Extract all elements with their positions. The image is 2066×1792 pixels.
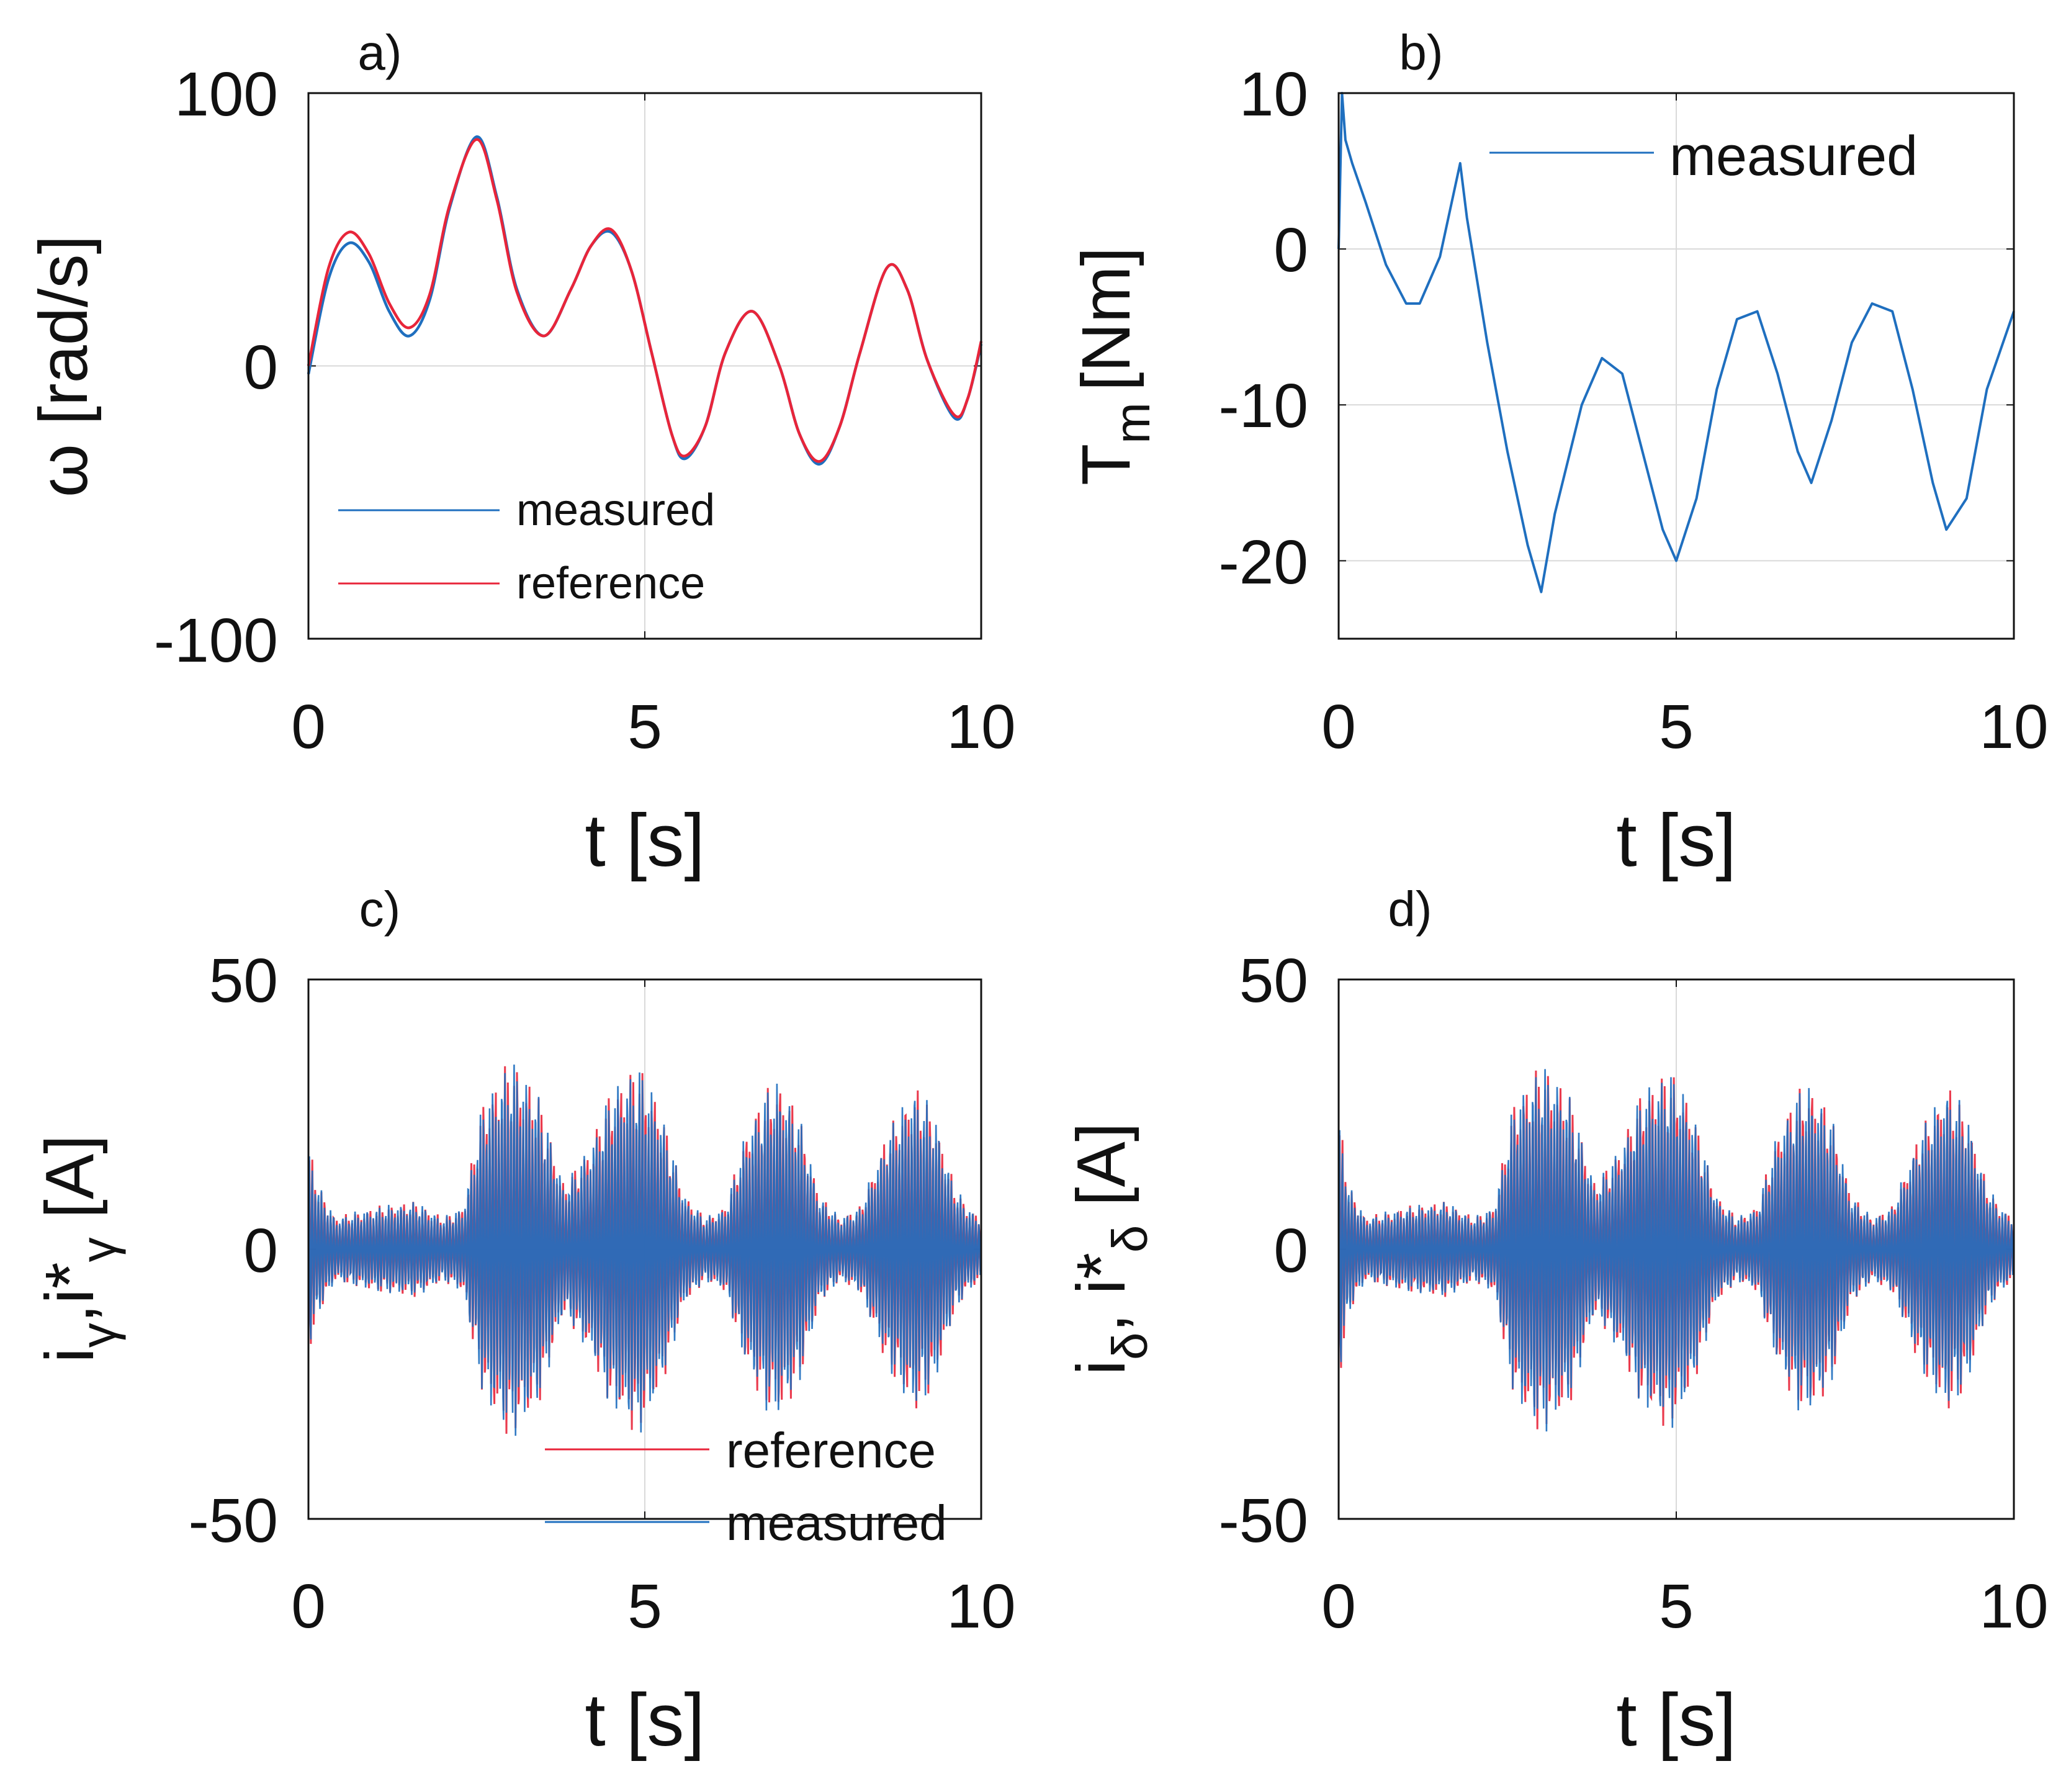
- panel-c-legend-label-measured: measured: [726, 1495, 947, 1551]
- panel-d-xtick-label-0: 0: [1321, 1572, 1356, 1641]
- panel-c-axes-box: [307, 978, 982, 1520]
- panel-a-ytick-label-0: 0: [243, 333, 278, 402]
- panel-c-xtick-label-0: 0: [291, 1572, 326, 1641]
- panel-c-xlabel: t [s]: [585, 1678, 704, 1762]
- panel-c-ylabel-istar: ,i*: [32, 1262, 108, 1323]
- panel-d-label: d): [1388, 881, 1432, 937]
- panel-c-series-measured: [307, 1065, 982, 1436]
- panel-a-axes-box: [307, 92, 982, 640]
- panel-d-ylabel-sub2: δ: [1102, 1225, 1157, 1253]
- panel-c-legend: reference measured: [545, 1423, 947, 1551]
- panel-c-ylabel-sub2: γ: [71, 1237, 126, 1262]
- panel-b-ytick-label-10: 10: [1239, 60, 1308, 129]
- panel-c-ytick-label-neg50: -50: [188, 1486, 278, 1556]
- panel-b-legend: measured: [1489, 125, 1918, 187]
- panel-a-legend: measured reference: [338, 485, 715, 608]
- panel-b-xtick-label-10: 10: [1979, 692, 2048, 762]
- panel-a-label: a): [357, 25, 402, 80]
- panel-d-xtick-label-5: 5: [1659, 1572, 1694, 1641]
- panel-b-xtick-label-5: 5: [1659, 692, 1694, 762]
- panel-a-xlabel: t [s]: [585, 799, 704, 882]
- panel-b-plot-area: [1337, 92, 2015, 593]
- panel-a-legend-label-measured: measured: [516, 485, 715, 535]
- panel-b-axes-box: [1337, 92, 2015, 640]
- panel-a-ylabel: ω [rad/s]: [25, 235, 102, 497]
- panel-c-label: c): [359, 881, 401, 937]
- panel-b-series-measured: [1337, 92, 2015, 593]
- panel-b-ytick-label-0: 0: [1273, 215, 1308, 285]
- panel-d-ylabel-istar: , i*: [1063, 1253, 1139, 1332]
- panel-a-xtick-label-10: 10: [946, 692, 1015, 762]
- panel-c-ylabel-sub1: γ: [71, 1323, 126, 1348]
- panel-b-ylabel-main: T: [1068, 444, 1144, 485]
- panel-d-ytick-label-50: 50: [1239, 946, 1308, 1015]
- panel-b-xlabel: t [s]: [1616, 799, 1736, 882]
- panel-c-plot-area: [307, 1065, 982, 1436]
- panel-a-plot-area: [307, 135, 983, 466]
- panel-d-xtick-label-10: 10: [1979, 1572, 2048, 1641]
- panel-b: b) 10 0 -10 -20 0 5 10 t [s] Tm [Nm] meas…: [1068, 25, 2049, 882]
- panel-c: c) 50 0 -50 0 5 10 t [s] iγ,i*γ [A] refe…: [32, 881, 1016, 1762]
- panel-d-axes-box: [1337, 978, 2015, 1520]
- panel-c-ytick-label-0: 0: [243, 1216, 278, 1285]
- panel-b-ytick-label-neg20: -20: [1218, 528, 1308, 597]
- panel-b-xtick-label-0: 0: [1321, 692, 1356, 762]
- panel-d-ylabel: iδ, i*δ [A]: [1063, 1123, 1157, 1376]
- panel-a: a) 100 0 -100 0 5 10 t [s] ω [rad/s] mea…: [25, 25, 1016, 882]
- panel-d-series-measured: [1337, 1069, 2015, 1432]
- panel-c-xtick-label-5: 5: [627, 1572, 662, 1641]
- panel-d-ylabel-i: i: [1063, 1360, 1139, 1375]
- panel-c-ytick-label-50: 50: [209, 946, 278, 1015]
- panel-c-ylabel: iγ,i*γ [A]: [32, 1135, 126, 1362]
- panel-d: d) 50 0 -50 0 5 10 t [s] iδ, i*δ [A]: [1063, 881, 2049, 1762]
- panel-c-legend-label-reference: reference: [726, 1423, 936, 1478]
- panel-a-ytick-label-100: 100: [174, 60, 278, 129]
- panel-b-legend-label-measured: measured: [1669, 125, 1918, 187]
- panel-a-xtick-label-5: 5: [627, 692, 662, 762]
- panel-a-ytick-label-neg100: -100: [154, 606, 278, 675]
- panel-d-plot-area: [1337, 1069, 2015, 1432]
- panel-d-xlabel: t [s]: [1616, 1678, 1736, 1762]
- panel-a-series-reference: [307, 138, 983, 463]
- panel-b-ylabel: Tm [Nm]: [1068, 247, 1160, 485]
- panel-d-ylabel-sub1: δ: [1102, 1332, 1157, 1360]
- panel-a-legend-label-reference: reference: [516, 559, 705, 608]
- panel-c-xtick-label-10: 10: [946, 1572, 1015, 1641]
- panel-c-ylabel-unit: [A]: [32, 1135, 108, 1237]
- panel-b-ylabel-unit: [Nm]: [1068, 247, 1144, 391]
- panel-d-ytick-label-0: 0: [1273, 1216, 1308, 1285]
- panel-c-ylabel-i: i: [32, 1348, 108, 1362]
- panel-b-label: b): [1399, 25, 1443, 80]
- panel-d-ytick-label-neg50: -50: [1218, 1486, 1308, 1556]
- panel-a-xtick-label-0: 0: [291, 692, 326, 762]
- panel-a-grid: [308, 92, 982, 639]
- panel-b-ylabel-sub: m: [1105, 402, 1160, 444]
- panel-b-ytick-label-neg10: -10: [1218, 371, 1308, 441]
- panel-d-ylabel-unit: [A]: [1063, 1123, 1139, 1225]
